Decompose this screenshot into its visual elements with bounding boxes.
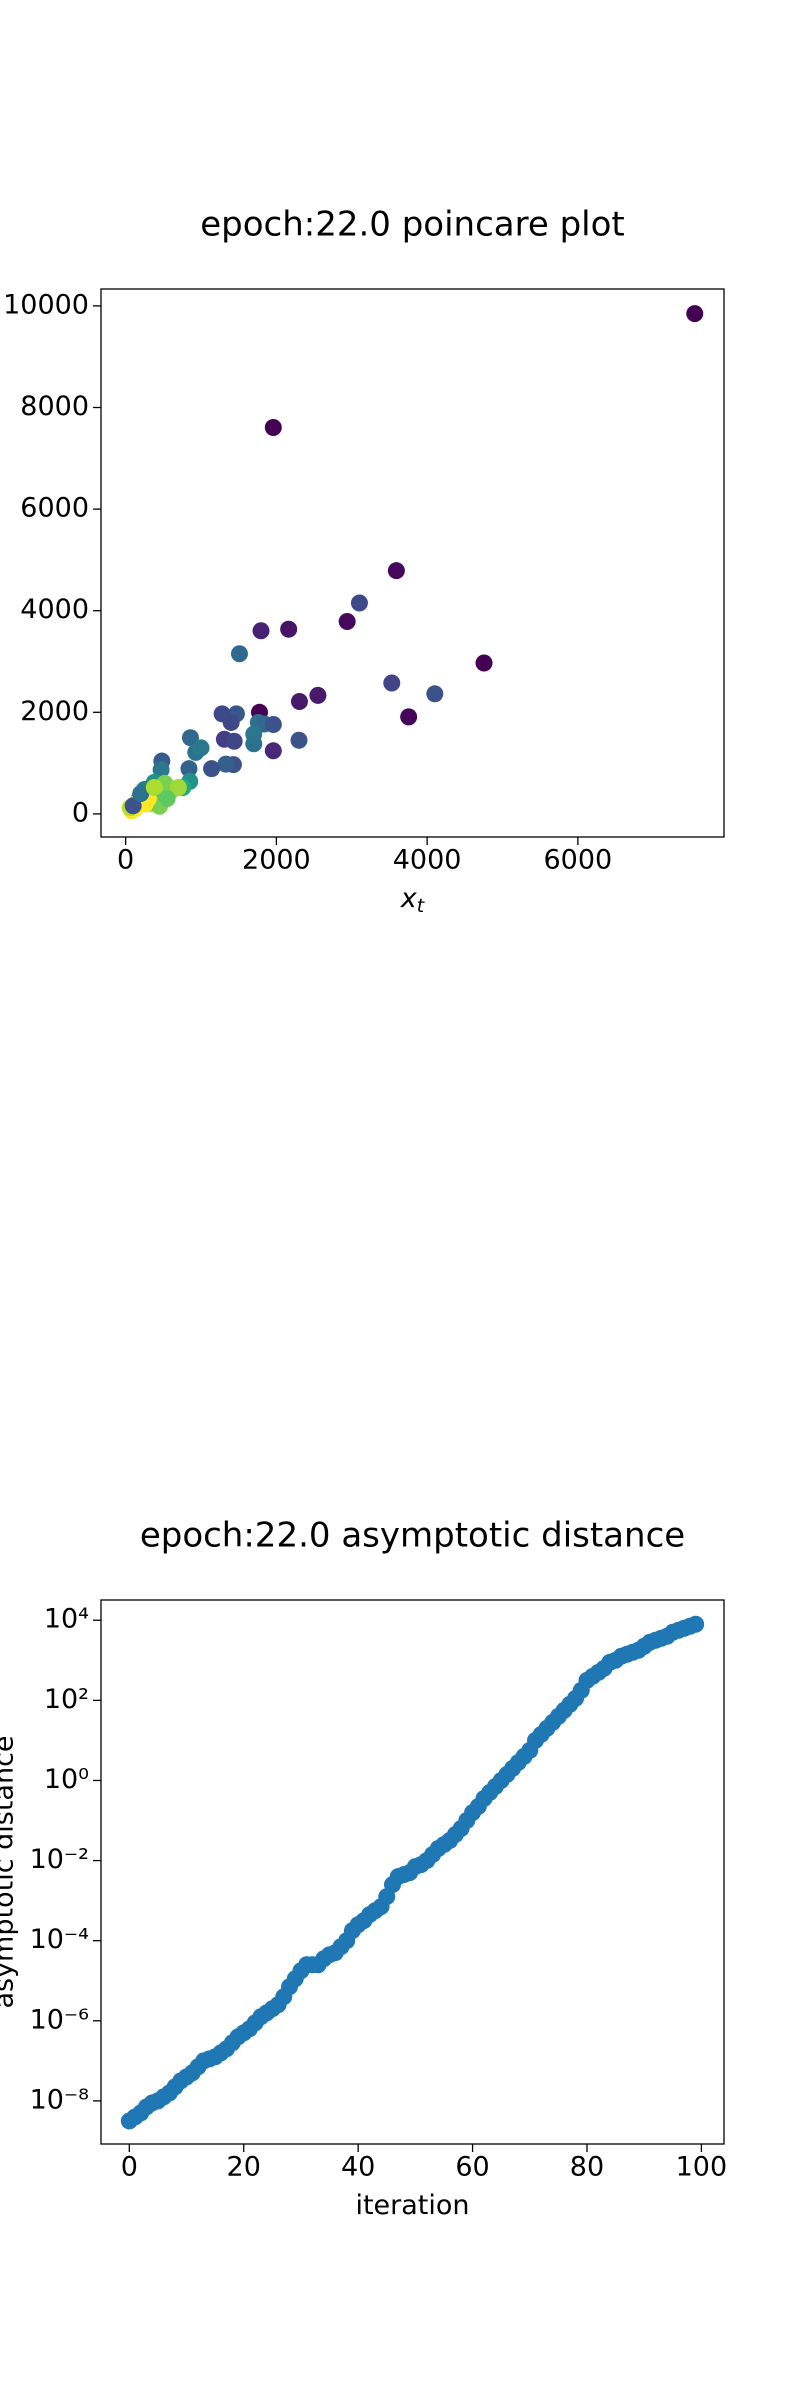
x-axis-label-main: iteration	[355, 2190, 469, 2221]
y-tick-label: 0	[72, 797, 89, 828]
y-tick-label: 10⁻⁶	[30, 2004, 89, 2035]
axes-frame	[100, 1599, 725, 2145]
y-tick-label: 10⁻²	[30, 1844, 89, 1875]
y-axis-label: asymptotic distance	[0, 1735, 20, 2008]
point	[387, 562, 405, 580]
point	[309, 686, 327, 704]
point	[124, 797, 142, 815]
point	[475, 654, 493, 672]
chart-title: epoch:22.0 poincare plot	[200, 205, 625, 245]
x-tick-label: 40	[341, 2152, 375, 2183]
point	[400, 708, 418, 726]
point	[290, 693, 308, 711]
point	[687, 1615, 705, 1633]
x-tick-label: 80	[570, 2152, 604, 2183]
x-axis-label: iteration	[355, 2190, 469, 2221]
x-tick-label: 0	[117, 845, 134, 876]
markers	[120, 1615, 705, 2130]
markers	[121, 305, 704, 820]
x-tick-label: 20	[227, 2152, 261, 2183]
point	[280, 620, 298, 638]
point	[252, 622, 270, 640]
x-tick-label: 60	[455, 2152, 489, 2183]
y-tick-label: 6000	[20, 493, 89, 524]
x-tick-label: 0	[121, 2152, 138, 2183]
y-tick-label: 10⁻⁸	[30, 2084, 89, 2115]
point	[152, 761, 170, 779]
point	[192, 739, 210, 757]
x-axis-label: xt	[400, 883, 426, 917]
y-tick-label: 10⁻⁴	[30, 1924, 89, 1955]
point	[264, 419, 282, 437]
point	[245, 735, 263, 753]
point	[686, 305, 704, 323]
point	[180, 760, 198, 778]
x-tick-label: 4000	[393, 845, 462, 876]
point	[222, 713, 240, 731]
point	[169, 778, 187, 796]
x-axis-label-subscript: t	[417, 895, 426, 917]
point	[145, 778, 163, 796]
point	[132, 785, 150, 803]
x-tick-label: 100	[676, 2152, 728, 2183]
y-tick-label: 8000	[20, 391, 89, 422]
point	[225, 732, 243, 750]
point	[350, 594, 368, 612]
x-tick-label: 2000	[242, 845, 311, 876]
y-tick-label: 10⁰	[44, 1764, 89, 1795]
y-tick-label: 10000	[3, 289, 89, 320]
point	[230, 645, 248, 663]
point	[264, 715, 282, 733]
point	[383, 674, 401, 692]
point	[264, 742, 282, 760]
point	[338, 612, 356, 630]
y-tick-label: 4000	[20, 594, 89, 625]
axes-frame	[100, 288, 725, 838]
point	[217, 755, 235, 773]
point	[203, 760, 221, 778]
x-axis-label-main: x	[400, 883, 418, 914]
point	[181, 729, 199, 747]
y-tick-label: 10²	[44, 1684, 89, 1715]
y-tick-label: 2000	[20, 696, 89, 727]
point	[426, 685, 444, 703]
point	[158, 790, 176, 808]
chart-title: epoch:22.0 asymptotic distance	[140, 1516, 685, 1556]
point	[290, 731, 308, 749]
y-tick-label: 10⁴	[44, 1604, 89, 1635]
x-tick-label: 6000	[544, 845, 613, 876]
